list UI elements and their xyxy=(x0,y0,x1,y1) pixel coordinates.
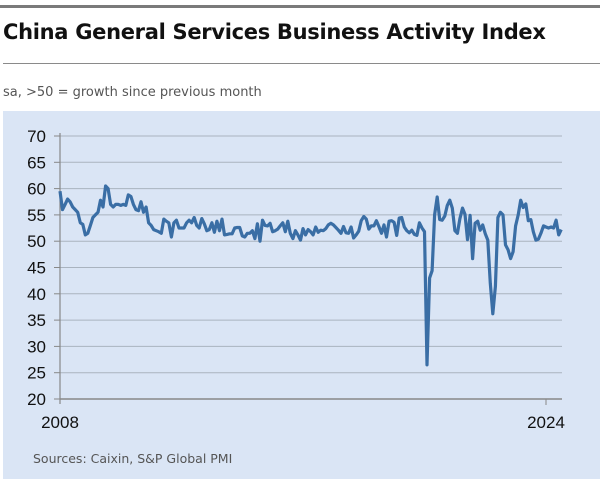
series-line xyxy=(58,184,563,367)
source-note: Sources: Caixin, S&P Global PMI xyxy=(33,451,233,466)
top-rule xyxy=(0,5,600,8)
chart-subtitle: sa, >50 = growth since previous month xyxy=(3,85,262,100)
y-tick-label: 50 xyxy=(27,232,46,251)
x-tick-label: 2008 xyxy=(41,413,79,432)
chart-title: China General Services Business Activity… xyxy=(3,20,546,44)
y-tick-label: 40 xyxy=(27,285,46,304)
chart-panel xyxy=(3,111,600,479)
y-tick-label: 45 xyxy=(27,259,46,278)
y-tick-label: 30 xyxy=(27,337,46,356)
y-tick-label: 25 xyxy=(27,364,46,383)
y-tick-label: 20 xyxy=(27,390,46,409)
y-tick-label: 60 xyxy=(27,180,46,199)
y-tick-label: 70 xyxy=(27,127,46,146)
title-rule xyxy=(3,63,600,64)
x-tick-label: 2024 xyxy=(527,413,565,432)
y-tick-label: 55 xyxy=(27,206,46,225)
y-tick-label: 65 xyxy=(27,153,46,172)
y-tick-label: 35 xyxy=(27,311,46,330)
